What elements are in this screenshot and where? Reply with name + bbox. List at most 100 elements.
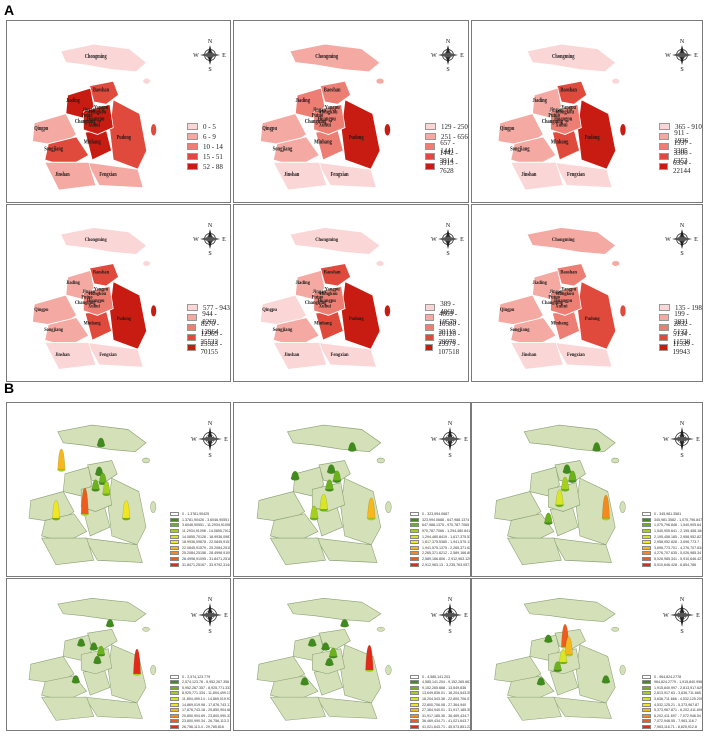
place-label: Chongming: [315, 54, 338, 61]
place-label: Jinshan: [521, 352, 536, 359]
legend-text: 345,981.3582 - 1,075,796.847: [654, 517, 703, 522]
legend-row: 2,813,917.63 - 3,636,711.665: [642, 691, 702, 697]
legend-swatch: [642, 517, 651, 522]
legend-row: 7,963,116.71 - 8,825,912.8: [642, 724, 702, 730]
legend-text: 1442 - 3914: [439, 148, 458, 165]
compass-n-label: N: [208, 223, 213, 229]
district-jinshan: [510, 161, 564, 191]
map-panel-a5: Chongming Baoshan Jiading Qingpu Songjiang Mi…: [233, 204, 469, 382]
compass-s-label: S: [208, 251, 211, 257]
place-label: Chongming: [552, 237, 575, 244]
legend-text: 3306 - 6353: [673, 148, 692, 165]
legend-row: 25.2084,25156 - 28.4998,91094: [170, 551, 230, 557]
compass-e-label: E: [460, 53, 464, 59]
legend-swatch: [410, 697, 419, 702]
density-map: N S W E: [28, 421, 228, 566]
place-label: Jingan: [313, 288, 326, 295]
island: [143, 78, 151, 84]
legend-row: 0 - 4,585,141.203: [410, 674, 470, 680]
density-peak: [95, 466, 103, 474]
legend-text: 6354 - 22144: [672, 158, 692, 175]
place-label: Jingan: [313, 107, 326, 114]
legend-text: 17,876,743.18 - 20,850,904.68: [182, 708, 231, 713]
district-chongming: [526, 43, 617, 73]
place-label: Huangpu: [318, 297, 336, 304]
compass-e-label: E: [222, 237, 226, 243]
section-a-label: A: [4, 2, 15, 18]
legend-text: 11539 - 19943: [672, 339, 694, 356]
island: [619, 664, 626, 676]
legend-swatch: [410, 534, 419, 539]
legend-row: 2,958,952.828 - 3,696,773.7: [642, 539, 702, 545]
density-peak: [57, 448, 66, 470]
legend: 365 - 910 911 - 1936 1937 - 3305 3306 - 635…: [659, 122, 702, 175]
legend-swatch: [170, 691, 179, 696]
density-panel-b2: N S W E 0 - 323,994.0687 323,994.0688 - 647,9…: [233, 402, 471, 577]
legend-row: 1,941,575.1375 - 2,265,371.6211: [410, 545, 470, 551]
legend-text: 9,152,265.668 - 13,649,836: [422, 685, 467, 690]
legend-swatch: [170, 545, 179, 550]
district-chongming: [60, 43, 148, 73]
district-jinshan: [510, 341, 564, 370]
legend-text: 5,910,646.428 - 6,854,786: [654, 562, 697, 567]
legend-text: 18.9936,09878 - 22.0845,91578: [182, 540, 231, 545]
place-label: Songjiang: [510, 146, 530, 153]
place-label: Changning: [542, 300, 564, 307]
legend-text: 18,204,543.36 - 22,800,706.07: [422, 697, 471, 702]
legend-row: 9,152,265.668 - 13,649,836: [410, 685, 470, 691]
place-label: Changning: [75, 118, 96, 125]
legend-text: 14,869,019.98 - 17,876,743.17: [182, 702, 231, 707]
legend-row: 1,617,375.5385 - 1,941,575.1374: [410, 539, 470, 545]
island: [376, 626, 385, 632]
legend-swatch: [410, 557, 419, 562]
district-fengxian: [84, 696, 143, 719]
legend-text: 2,265,371.6212 - 2,589,166.8059: [422, 551, 471, 556]
compass-icon: N S W E: [193, 223, 226, 257]
legend-row: 25523 - 70155: [187, 340, 230, 356]
legend-text: 1,915,840.997 - 2,813,917.629: [654, 685, 703, 690]
place-label: Chongming: [552, 54, 575, 61]
place-label: Pudong: [349, 135, 364, 142]
legend-text: 2,958,952.828 - 3,696,773.7: [654, 540, 700, 545]
legend-row: 0 - 5: [187, 122, 223, 132]
legend-swatch: [642, 680, 651, 685]
compass-w-label: W: [191, 613, 197, 619]
legend-row: 0 - 345,981.3581: [642, 512, 702, 518]
legend-text: 0 - 1.3781,90425: [182, 512, 210, 517]
place-label: Qingpu: [34, 125, 48, 132]
legend-swatch: [170, 512, 179, 517]
place-label: Jinshan: [521, 172, 536, 179]
legend-swatch: [187, 133, 198, 141]
legend-row: 0 - 964,824.2778: [642, 674, 702, 680]
legend-text: 8,925,771.334 - 11,894,499.13: [182, 691, 231, 696]
density-peak: [367, 497, 376, 519]
legend-row: 3,696,773.701 - 4,276,707.634: [642, 545, 702, 551]
density-peak: [308, 638, 317, 645]
legend-swatch: [410, 691, 419, 696]
legend-swatch: [410, 708, 419, 713]
place-label: Hongkou: [319, 291, 337, 298]
district-fengxian: [553, 161, 613, 189]
density-peak: [93, 655, 102, 663]
compass-n-label: N: [448, 421, 453, 427]
district-fengxian: [315, 537, 378, 563]
place-label: Jiading: [295, 279, 310, 286]
compass-n-label: N: [208, 597, 213, 603]
place-label: Songjiang: [273, 327, 293, 334]
legend-row: 5,026,985.341 - 5,910,646.427: [642, 556, 702, 562]
district-songjiang: [510, 317, 557, 348]
compass-n-label: N: [446, 39, 451, 45]
legend: 389 - 4868 4869 - 10579 10580 - 20119 20120…: [425, 300, 468, 356]
legend-swatch: [170, 697, 179, 702]
legend-row: 4,276,707.635 - 5,026,985.34: [642, 551, 702, 557]
legend-swatch: [187, 344, 196, 352]
map-panel-a3: Chongming Baoshan Jiading Qingpu Songjiang Mi…: [471, 20, 703, 203]
district-pudong: [340, 477, 382, 546]
density-peak: [122, 500, 130, 519]
legend-swatch: [187, 314, 198, 322]
compass-w-label: W: [431, 437, 437, 443]
legend-text: 199 - 2831: [674, 309, 689, 326]
legend-swatch: [642, 691, 651, 696]
legend-row: 5,952,267.357 - 8,925,771.333: [170, 685, 230, 691]
